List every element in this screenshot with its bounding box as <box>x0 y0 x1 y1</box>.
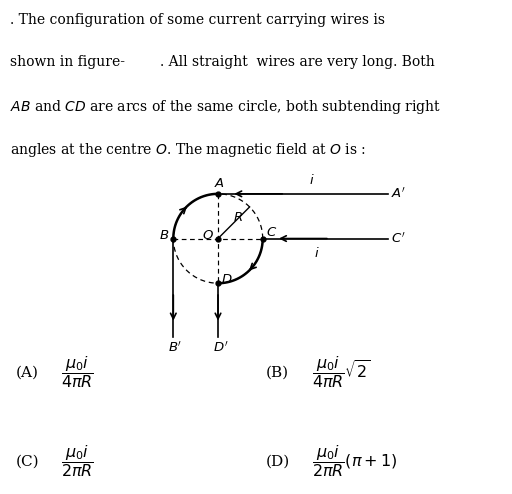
Text: $\dfrac{\mu_0 i}{2\pi R}(\pi+1)$: $\dfrac{\mu_0 i}{2\pi R}(\pi+1)$ <box>312 444 398 479</box>
Text: (A): (A) <box>15 366 38 379</box>
Text: $A'$: $A'$ <box>392 187 407 201</box>
Text: $B$: $B$ <box>159 229 169 242</box>
Text: $D$: $D$ <box>221 273 233 286</box>
Text: $R$: $R$ <box>233 211 243 224</box>
Text: shown in figure-        . All straight  wires are very long. Both: shown in figure- . All straight wires ar… <box>10 55 435 69</box>
Text: angles at the centre $\mathit{O}$. The magnetic field at $\mathit{O}$ is :: angles at the centre $\mathit{O}$. The m… <box>10 141 366 159</box>
Text: $\mathit{AB}$ and $\mathit{CD}$ are arcs of the same circle, both subtending rig: $\mathit{AB}$ and $\mathit{CD}$ are arcs… <box>10 98 441 116</box>
Text: $D'$: $D'$ <box>212 340 228 355</box>
Text: . The configuration of some current carrying wires is: . The configuration of some current carr… <box>10 13 385 27</box>
Text: $B'$: $B'$ <box>168 340 183 355</box>
Text: $O$: $O$ <box>202 229 214 242</box>
Text: $i$: $i$ <box>313 246 319 260</box>
Text: (D): (D) <box>266 454 290 468</box>
Text: $i$: $i$ <box>309 173 315 187</box>
Text: $\dfrac{\mu_0 i}{4\pi R}$: $\dfrac{\mu_0 i}{4\pi R}$ <box>61 355 94 390</box>
Text: (B): (B) <box>266 366 289 379</box>
Text: $\dfrac{\mu_0 i}{4\pi R}\sqrt{2}$: $\dfrac{\mu_0 i}{4\pi R}\sqrt{2}$ <box>312 355 371 390</box>
Text: $C'$: $C'$ <box>392 231 406 246</box>
Text: $C$: $C$ <box>266 226 277 239</box>
Text: $\dfrac{\mu_0 i}{2\pi R}$: $\dfrac{\mu_0 i}{2\pi R}$ <box>61 444 94 479</box>
Text: $A$: $A$ <box>215 177 225 190</box>
Text: (C): (C) <box>15 454 39 468</box>
